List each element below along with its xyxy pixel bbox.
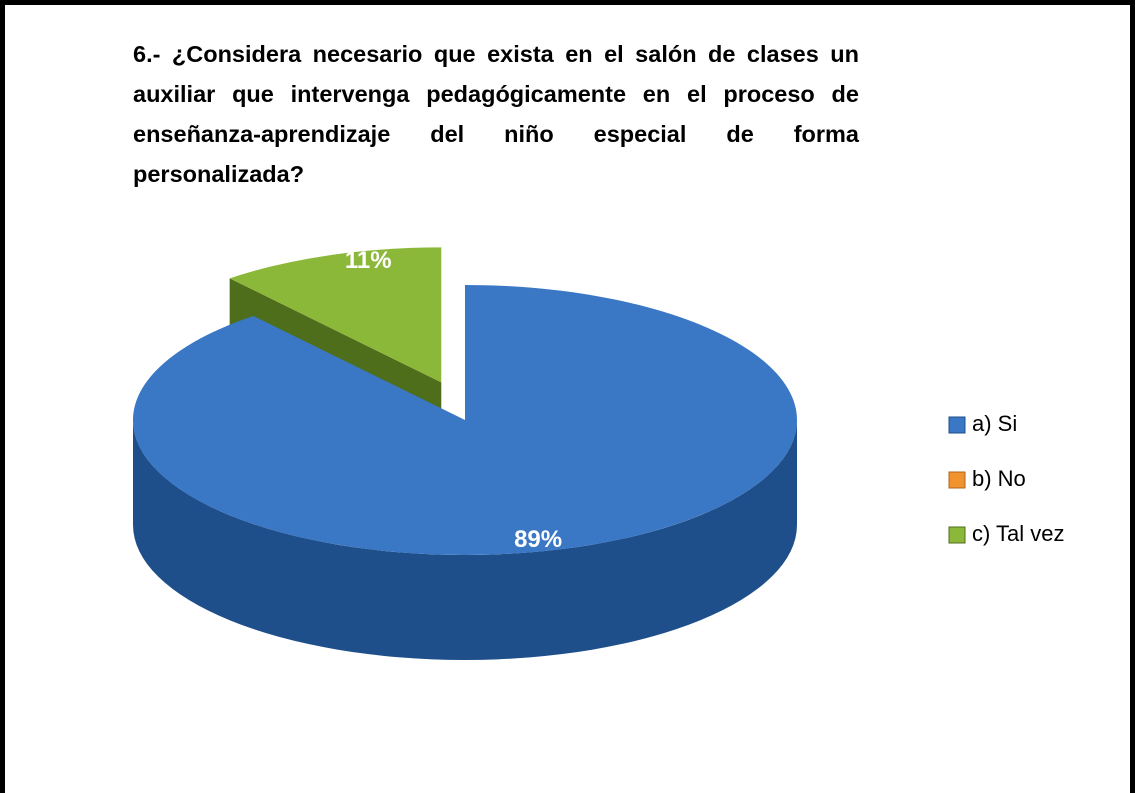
legend-swatch xyxy=(948,471,966,489)
data-label: 11% xyxy=(345,247,392,274)
legend-label: a) Si xyxy=(972,411,1017,436)
slice xyxy=(229,247,442,383)
legend-label: c) Tal vez xyxy=(972,521,1065,546)
legend-swatch xyxy=(948,526,966,544)
legend-label: b) No xyxy=(972,466,1026,491)
chart-title: 6.- ¿Considera necesario que exista en e… xyxy=(133,41,859,187)
slice xyxy=(132,285,797,555)
slice-side xyxy=(133,420,797,660)
data-label: 89% xyxy=(514,526,562,553)
legend-swatch xyxy=(948,416,966,434)
